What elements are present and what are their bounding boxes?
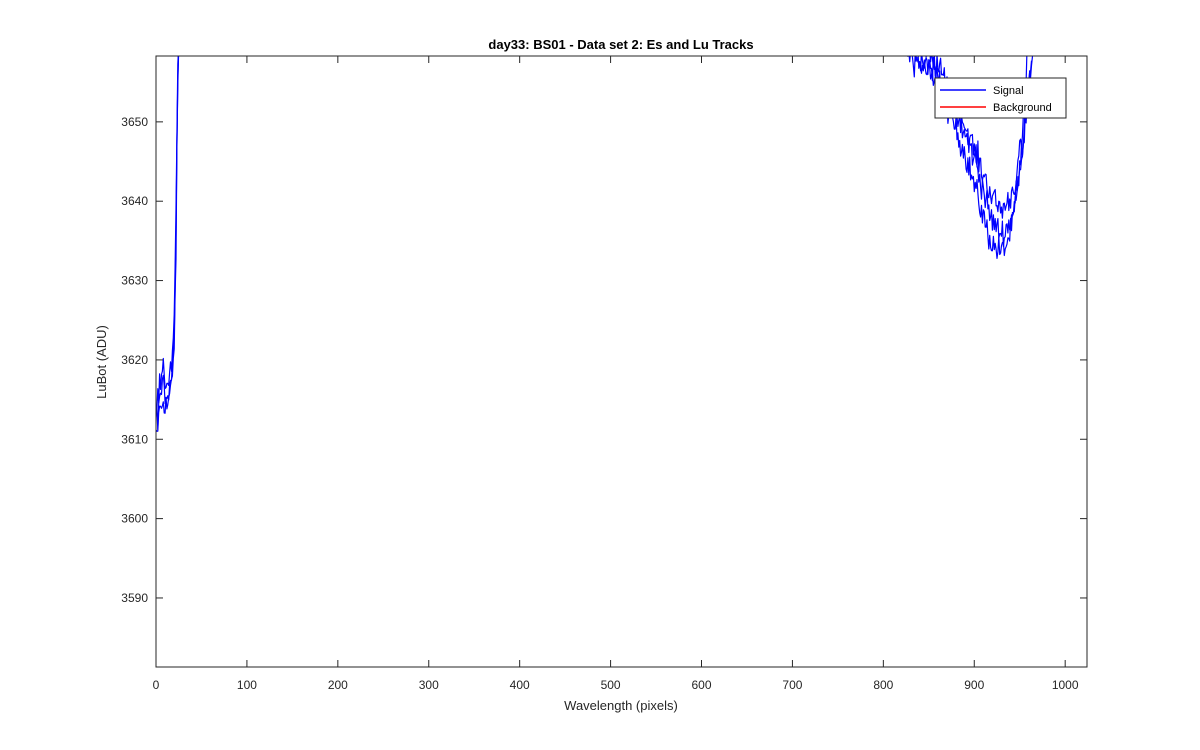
legend-label-signal: Signal — [993, 85, 1024, 97]
y-tick-label: 3630 — [121, 274, 148, 288]
legend-box — [934, 77, 1067, 119]
y-tick-label: 3590 — [121, 591, 148, 605]
x-tick-label: 600 — [691, 678, 711, 692]
x-tick-label: 100 — [237, 678, 257, 692]
x-tick-label: 400 — [510, 678, 530, 692]
legend-label-background: Background — [993, 102, 1052, 114]
x-axis-label: Wavelength (pixels) — [564, 698, 678, 713]
x-tick-label: 800 — [873, 678, 893, 692]
y-axis-label: LuBot (ADU) — [94, 325, 109, 399]
plot-area — [156, 56, 1087, 667]
x-tick-label: 300 — [419, 678, 439, 692]
y-tick-label: 3650 — [121, 115, 148, 129]
y-tick-label: 3640 — [121, 194, 148, 208]
series-line-signal — [907, 56, 1028, 259]
y-tick-label: 3610 — [121, 432, 148, 446]
y-axis: 3590 3600 3610 3620 3630 3640 3650 — [121, 115, 1087, 605]
x-tick-label: 200 — [328, 678, 348, 692]
series-line-signal — [156, 56, 179, 418]
x-tick-label: 1000 — [1052, 678, 1079, 692]
y-tick-label: 3620 — [121, 353, 148, 367]
y-tick-label: 3600 — [121, 512, 148, 526]
x-tick-label: 700 — [782, 678, 802, 692]
chart-title: day33: BS01 - Data set 2: Es and Lu Trac… — [488, 37, 753, 52]
x-axis: 0 100 200 300 400 500 600 700 800 900 1000 — [153, 56, 1079, 692]
series-layer — [156, 56, 1034, 432]
series-line-signal — [925, 56, 1034, 219]
series-signal — [156, 56, 1034, 432]
x-tick-label: 500 — [601, 678, 621, 692]
axes-box — [155, 55, 1088, 668]
legend[interactable]: Signal Background — [934, 77, 1067, 119]
x-tick-label: 900 — [964, 678, 984, 692]
x-tick-label: 0 — [153, 678, 160, 692]
